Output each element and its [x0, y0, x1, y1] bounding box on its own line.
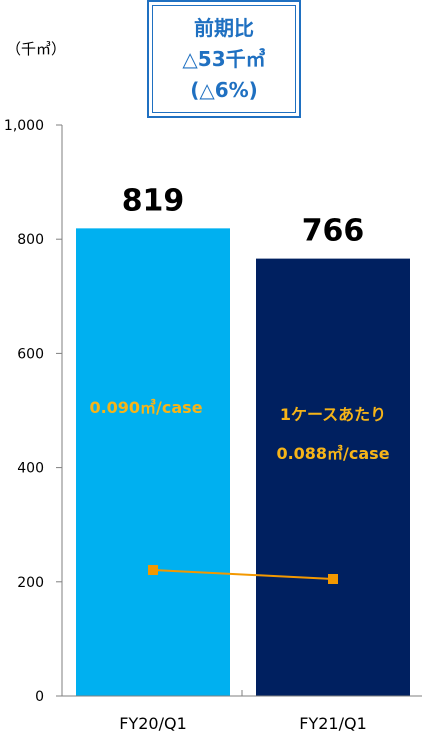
callout-inner-frame: 前期比 △53千㎥ (△6%): [152, 5, 296, 113]
x-tick-label: FY21/Q1: [299, 714, 367, 733]
bar-fy20-q1: [76, 228, 230, 696]
x-tick-label: FY20/Q1: [119, 714, 187, 733]
y-axis-unit-label: （千㎥）: [6, 40, 67, 58]
bar-value-label: 766: [302, 214, 365, 249]
bar-value-label: 819: [122, 183, 185, 218]
per-case-line: [152, 569, 334, 580]
bar-fy21-q1: [256, 258, 410, 696]
y-tick-label: 1,000: [4, 118, 44, 134]
per-case-label-fy21: 0.088㎥/case: [276, 444, 389, 463]
y-tick-label: 800: [17, 232, 44, 248]
y-tick-label: 200: [17, 575, 44, 591]
callout-change-percent: (△6%): [190, 77, 258, 102]
per-case-series-label: 1ケースあたり: [280, 405, 386, 424]
y-tick-label: 0: [35, 689, 44, 705]
y-tick-label: 400: [17, 461, 44, 477]
callout-title: 前期比: [194, 15, 254, 40]
per-case-label-fy20: 0.090㎥/case: [89, 398, 202, 417]
yoy-change-callout: 前期比 △53千㎥ (△6%): [147, 0, 301, 118]
callout-change-volume: △53千㎥: [182, 46, 266, 71]
y-tick-label: 600: [17, 346, 44, 362]
per-case-point: [328, 574, 338, 584]
per-case-point: [148, 565, 158, 575]
